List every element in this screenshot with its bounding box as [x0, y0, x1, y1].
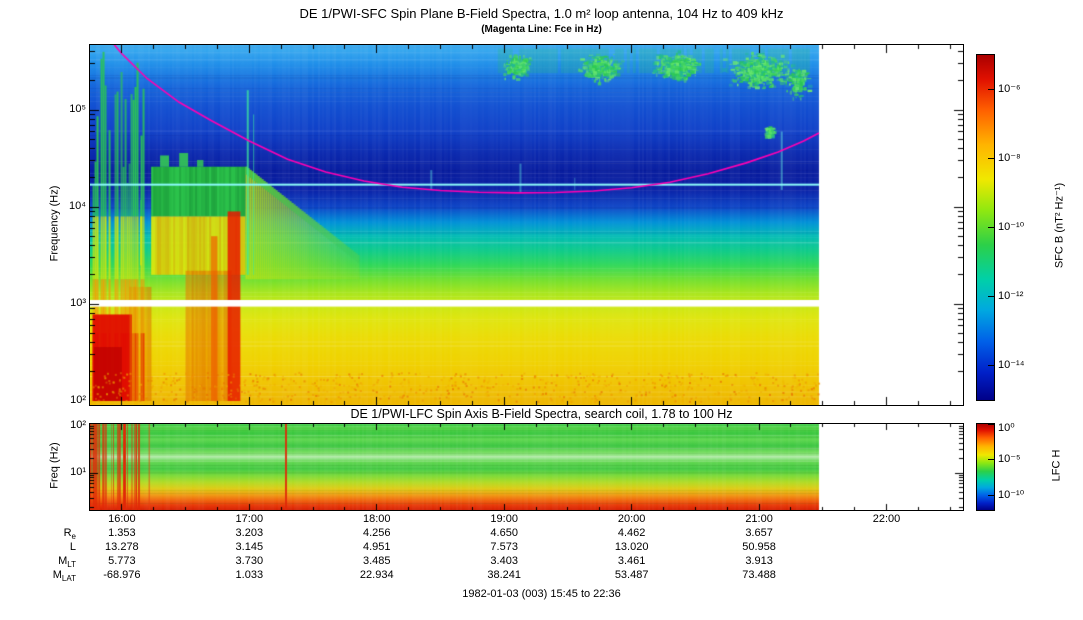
sfc-colorbar: [976, 54, 995, 401]
lfc-colorbar-tick-label: 10⁻¹⁰: [998, 488, 1025, 501]
ephemeris-row-label: Re: [63, 527, 76, 542]
ephemeris-value: 3.145: [235, 541, 264, 553]
ephemeris-value: 4.462: [617, 527, 646, 539]
lfc-colorbar-label: LFC H: [1050, 449, 1063, 482]
ephemeris-value: 3.403: [490, 555, 518, 567]
time-tick-label: 18:00: [362, 513, 391, 525]
lfc-colorbar-tick-label: 10⁰: [998, 422, 1015, 434]
ephemeris-value: 3.461: [617, 555, 646, 567]
top-ytick-label: 10³: [70, 297, 86, 309]
ephemeris-value: 5.773: [108, 555, 136, 567]
time-tick-label: 19:00: [490, 513, 518, 525]
ephemeris-value: 1.353: [108, 527, 136, 539]
ephemeris-value: 4.650: [490, 527, 518, 539]
ephemeris-value: 3.203: [235, 527, 264, 539]
bottom-panel-title: DE 1/PWI-LFC Spin Axis B-Field Spectra, …: [350, 407, 733, 421]
lfc-colorbar-tick-label: 10⁻⁵: [998, 452, 1021, 465]
top-ytick-label: 10⁴: [69, 200, 86, 212]
lfc-colorbar-tick-label-tick: [988, 495, 994, 496]
sfc-colorbar-tick-label-tick: [988, 158, 994, 159]
time-tick-label: 22:00: [872, 513, 901, 525]
ephemeris-value: 7.573: [490, 541, 518, 553]
sfc-colorbar-tick-label: 10⁻⁶: [998, 82, 1021, 95]
time-range-footer: 1982-01-03 (003) 15:45 to 22:36: [462, 588, 621, 600]
ephemeris-value: 3.485: [362, 555, 391, 567]
top-panel-subtitle: (Magenta Line: Fce in Hz): [481, 24, 602, 35]
ephemeris-value: -68.976: [103, 569, 141, 581]
top-ytick-label: 10²: [70, 394, 86, 406]
bottom-ytick-label: 10¹: [70, 466, 86, 478]
ephemeris-row-label: MLT: [58, 555, 76, 570]
sfc-colorbar-tick-label-tick: [988, 365, 994, 366]
sfc-colorbar-tick-label: 10⁻⁸: [998, 151, 1021, 164]
lfc-spectrogram-plot: [89, 423, 964, 511]
time-tick-label: 21:00: [745, 513, 773, 525]
ephemeris-row-label: L: [69, 541, 76, 553]
ephemeris-value: 1.033: [235, 569, 264, 581]
sfc-colorbar-tick-label: 10⁻¹⁴: [998, 358, 1025, 371]
sfc-colorbar-tick-label: 10⁻¹⁰: [998, 220, 1025, 233]
lfc-colorbar: [976, 423, 995, 511]
ephemeris-value: 13.020: [614, 541, 649, 553]
ephemeris-value: 73.488: [742, 569, 776, 581]
ephemeris-value: 53.487: [614, 569, 649, 581]
sfc-colorbar-tick-label-tick: [988, 89, 994, 90]
ephemeris-value: 50.958: [742, 541, 776, 553]
time-tick-label: 16:00: [108, 513, 136, 525]
time-tick-label: 17:00: [235, 513, 264, 525]
ephemeris-value: 4.256: [362, 527, 391, 539]
top-ytick-label: 10⁵: [69, 103, 86, 115]
ephemeris-value: 4.951: [362, 541, 391, 553]
ephemeris-value: 13.278: [105, 541, 139, 553]
ephemeris-value: 22.934: [359, 569, 394, 581]
ephemeris-value: 3.913: [745, 555, 773, 567]
bottom-ytick-label: 10²: [70, 419, 86, 431]
ephemeris-value: 3.657: [745, 527, 773, 539]
ephemeris-value: 3.730: [235, 555, 264, 567]
sfc-colorbar-tick-label-tick: [988, 296, 994, 297]
top-panel-title: DE 1/PWI-SFC Spin Plane B-Field Spectra,…: [299, 6, 784, 21]
sfc-spectrogram-plot: [89, 44, 964, 406]
sfc-colorbar-tick-label: 10⁻¹²: [998, 289, 1024, 302]
lfc-colorbar-tick-label-tick: [988, 424, 994, 425]
ephemeris-value: 38.241: [487, 569, 522, 581]
time-tick-label: 20:00: [617, 513, 646, 525]
lfc-colorbar-tick-label-tick: [988, 459, 994, 460]
ephemeris-row-label: MLAT: [52, 569, 76, 584]
sfc-colorbar-tick-label-tick: [988, 227, 994, 228]
